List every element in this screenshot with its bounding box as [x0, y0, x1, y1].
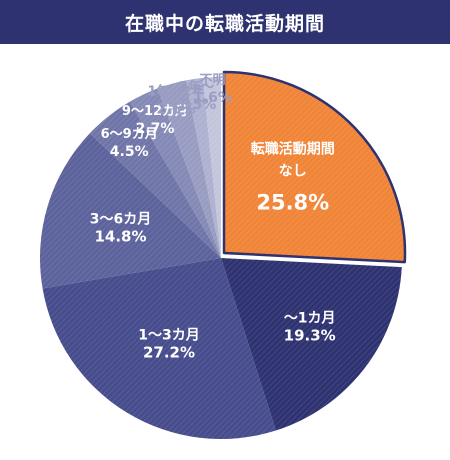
pie-value-label: 4.5%: [110, 144, 149, 160]
pie-label-2: 1～3カ月 27.2%: [138, 327, 199, 361]
pie-slice-3: [40, 133, 221, 289]
pie-slice-texture: [221, 258, 402, 431]
pie-slice-texture: [202, 77, 221, 258]
pie-label-text: 6～9カ月: [101, 127, 158, 142]
pie-value-label: 14.8%: [94, 227, 146, 245]
pie-slices: [40, 70, 407, 440]
pie-label-5: 9～12カ月 2.7%: [122, 104, 188, 137]
pie-labels: 転職活動期間なし 25.8% ～1カ月 19.3% 1～3カ月 27.2% 3～6カ月 14.…: [90, 73, 336, 361]
pie-value-label: 2.7%: [136, 121, 175, 137]
pie-label-8: 不明 1.6%: [193, 73, 232, 106]
pie-label-1: ～1カ月 19.3%: [284, 310, 336, 344]
pie-label-text: 不明: [199, 73, 225, 88]
pie-slice-texture: [89, 101, 221, 258]
pie-slice-texture: [42, 258, 276, 440]
pie-slice-texture: [224, 72, 405, 263]
pie-slice-2: [42, 258, 276, 440]
pie-label-text: 転職活動期間: [251, 141, 335, 158]
pie-label-3: 3～6カ月 14.8%: [90, 211, 151, 245]
pie-value-label: 25.8%: [256, 191, 329, 215]
pie-slice-texture: [40, 133, 221, 289]
pie-value-label: 2.6%: [157, 101, 196, 117]
pie-label-7: 2年～ 1.5%: [177, 79, 216, 113]
pie-slice-7: [185, 77, 221, 258]
pie-label-6: 1年～2年 2.6%: [147, 83, 204, 117]
pie-slice-texture: [129, 88, 221, 258]
pie-slice-4: [89, 101, 221, 258]
pie-value-label: 1.5%: [177, 97, 216, 113]
chart-title-bar: 在職中の転職活動期間: [0, 0, 450, 44]
pie-value-label: 27.2%: [143, 343, 195, 361]
pie-label-text: 3～6カ月: [90, 211, 151, 227]
pie-slice-8: [202, 77, 221, 258]
pie-slice-1: [221, 258, 402, 431]
pie-label-text: ～1カ月: [284, 310, 336, 326]
pie-value-label: 19.3%: [284, 326, 336, 344]
pie-slice-0: [222, 70, 407, 264]
pie-label-text: 2年～: [179, 79, 214, 95]
pie-label-text: なし: [279, 164, 307, 180]
pie-value-label: 1.6%: [193, 90, 232, 106]
pie-label-0: 転職活動期間なし 25.8%: [251, 141, 335, 215]
pie-slice-5: [129, 88, 221, 258]
pie-slice-6: [157, 80, 221, 258]
pie-label-4: 6～9カ月 4.5%: [101, 127, 158, 160]
pie-slice-texture: [185, 77, 221, 258]
pie-slice-texture: [157, 80, 221, 258]
pie-chart: 転職活動期間なし 25.8% ～1カ月 19.3% 1～3カ月 27.2% 3～6カ月 14.…: [40, 70, 407, 440]
pie-label-text: 9～12カ月: [122, 104, 188, 119]
pie-slice-outline: [222, 70, 407, 264]
pie-label-text: 1年～2年: [147, 83, 204, 99]
pie-label-text: 1～3カ月: [138, 327, 199, 343]
chart-title: 在職中の転職活動期間: [124, 12, 325, 35]
